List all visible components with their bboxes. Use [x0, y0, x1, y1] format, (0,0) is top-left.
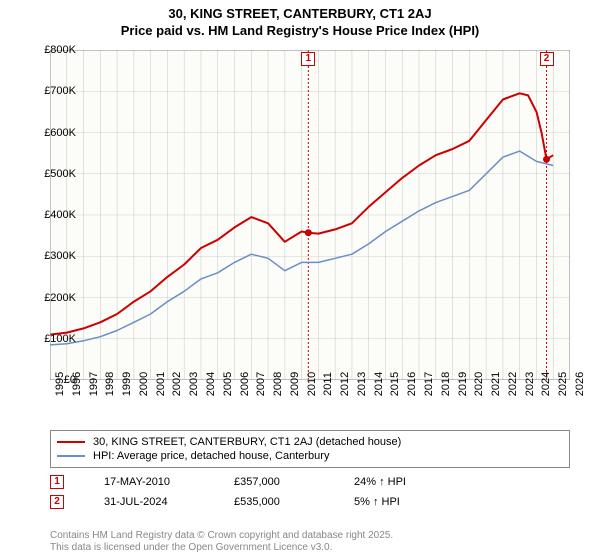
- x-tick-label: 2015: [389, 372, 401, 396]
- x-tick-label: 2012: [339, 372, 351, 396]
- y-tick-label: £300K: [44, 250, 76, 262]
- x-tick-label: 1995: [54, 372, 66, 396]
- x-tick-label: 1996: [71, 372, 83, 396]
- legend-swatch: [57, 441, 85, 443]
- chart-svg: [50, 50, 570, 380]
- y-tick-label: £100K: [44, 333, 76, 345]
- x-tick-label: 2021: [490, 372, 502, 396]
- x-tick-label: 2010: [306, 372, 318, 396]
- title-line-2: Price paid vs. HM Land Registry's House …: [0, 23, 600, 40]
- x-tick-label: 2013: [356, 372, 368, 396]
- x-tick-label: 2001: [155, 372, 167, 396]
- y-tick-label: £700K: [44, 85, 76, 97]
- x-tick-label: 2004: [205, 372, 217, 396]
- event-delta: 5% ↑ HPI: [354, 496, 454, 508]
- title-line-1: 30, KING STREET, CANTERBURY, CT1 2AJ: [0, 6, 600, 23]
- x-tick-label: 2008: [272, 372, 284, 396]
- x-tick-label: 1998: [104, 372, 116, 396]
- x-tick-label: 2026: [574, 372, 586, 396]
- x-tick-label: 2011: [322, 372, 334, 396]
- event-delta: 24% ↑ HPI: [354, 476, 454, 488]
- x-tick-label: 2005: [222, 372, 234, 396]
- x-tick-label: 2003: [188, 372, 200, 396]
- x-tick-label: 2019: [457, 372, 469, 396]
- chart-title-block: 30, KING STREET, CANTERBURY, CT1 2AJ Pri…: [0, 0, 600, 40]
- x-tick-label: 2020: [473, 372, 485, 396]
- event-date: 17-MAY-2010: [104, 476, 194, 488]
- events-table: 1 17-MAY-2010 £357,000 24% ↑ HPI 2 31-JU…: [50, 472, 454, 512]
- legend-label: 30, KING STREET, CANTERBURY, CT1 2AJ (de…: [93, 436, 401, 448]
- x-tick-label: 2007: [255, 372, 267, 396]
- footer-line-1: Contains HM Land Registry data © Crown c…: [50, 530, 393, 542]
- y-tick-label: £800K: [44, 44, 76, 56]
- event-date: 31-JUL-2024: [104, 496, 194, 508]
- legend-label: HPI: Average price, detached house, Cant…: [93, 450, 329, 462]
- event-price: £357,000: [234, 476, 314, 488]
- x-tick-label: 1997: [88, 372, 100, 396]
- x-tick-label: 2022: [507, 372, 519, 396]
- footer-line-2: This data is licensed under the Open Gov…: [50, 542, 393, 554]
- event-marker-badge: 1: [301, 52, 315, 66]
- x-tick-label: 2024: [540, 372, 552, 396]
- y-tick-label: £500K: [44, 168, 76, 180]
- x-tick-label: 2014: [373, 372, 385, 396]
- event-row: 2 31-JUL-2024 £535,000 5% ↑ HPI: [50, 492, 454, 512]
- x-tick-label: 2016: [406, 372, 418, 396]
- y-tick-label: £600K: [44, 127, 76, 139]
- x-tick-label: 1999: [121, 372, 133, 396]
- x-tick-label: 2025: [557, 372, 569, 396]
- event-marker-icon: 2: [50, 495, 64, 509]
- x-tick-label: 2002: [171, 372, 183, 396]
- x-tick-label: 2000: [138, 372, 150, 396]
- event-marker-badge: 2: [540, 52, 554, 66]
- event-marker-icon: 1: [50, 475, 64, 489]
- x-tick-label: 2018: [440, 372, 452, 396]
- legend-item: 30, KING STREET, CANTERBURY, CT1 2AJ (de…: [57, 435, 563, 449]
- y-tick-label: £400K: [44, 209, 76, 221]
- x-tick-label: 2006: [239, 372, 251, 396]
- x-tick-label: 2017: [423, 372, 435, 396]
- legend-item: HPI: Average price, detached house, Cant…: [57, 449, 563, 463]
- x-tick-label: 2009: [289, 372, 301, 396]
- x-tick-label: 2023: [524, 372, 536, 396]
- legend: 30, KING STREET, CANTERBURY, CT1 2AJ (de…: [50, 430, 570, 468]
- legend-swatch: [57, 455, 85, 457]
- footer-attribution: Contains HM Land Registry data © Crown c…: [50, 530, 393, 554]
- event-price: £535,000: [234, 496, 314, 508]
- event-row: 1 17-MAY-2010 £357,000 24% ↑ HPI: [50, 472, 454, 492]
- chart-plot-area: [50, 50, 570, 380]
- y-tick-label: £200K: [44, 292, 76, 304]
